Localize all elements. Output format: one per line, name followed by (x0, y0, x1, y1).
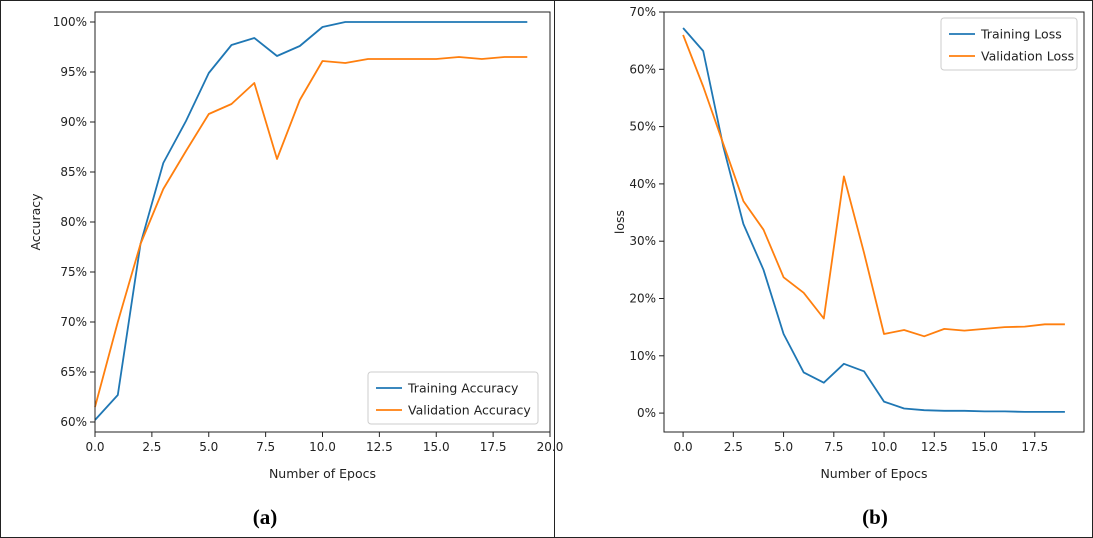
y-tick-label: 20% (629, 291, 656, 305)
y-tick-label: 95% (60, 65, 87, 79)
accuracy-chart: 0.0 2.5 5.0 7.5 10.0 12.5 15.0 17.5 20.0 60% 65% 70… (28, 11, 563, 529)
x-tick-label: 17.5 (480, 440, 507, 454)
x-tick-label: 2.5 (142, 440, 161, 454)
panel-divider (554, 1, 555, 537)
y-tick-label: 60% (629, 62, 656, 76)
y-tick-label: 90% (60, 115, 87, 129)
x-tick-label: 2.5 (724, 440, 743, 454)
panel-label: (a) (253, 505, 278, 529)
x-tick-label: 15.0 (423, 440, 450, 454)
series-line-training-loss (682, 27, 1065, 413)
x-tick-label: 12.5 (921, 440, 948, 454)
series-line-validation-accuracy (94, 56, 528, 408)
x-tick-label: 15.0 (971, 440, 998, 454)
legend-label: Validation Loss (981, 49, 1074, 64)
legend-label: Training Accuracy (407, 381, 519, 396)
panel-label: (b) (862, 505, 888, 529)
y-tick-label: 10% (629, 349, 656, 363)
y-tick-label: 40% (629, 177, 656, 191)
y-tick-label: 75% (60, 265, 87, 279)
y-tick-label: 70% (629, 5, 656, 19)
y-tick-label: 85% (60, 165, 87, 179)
y-tick-label: 60% (60, 415, 87, 429)
legend-box (940, 17, 1078, 71)
y-tick-label: 50% (629, 120, 656, 134)
x-tick-label: 5.0 (774, 440, 793, 454)
x-tick-label: 5.0 (199, 440, 218, 454)
series-line-training-accuracy (94, 21, 528, 421)
y-tick-label: 80% (60, 215, 87, 229)
plot-area-frame (94, 11, 551, 433)
x-tick-label: 12.5 (366, 440, 393, 454)
y-tick-label: 65% (60, 365, 87, 379)
loss-chart: 0.0 2.5 5.0 7.5 10.0 12.5 15.0 17.5 0% 10% 20% 30% 4… (612, 5, 1085, 529)
y-axis-label: loss (612, 210, 627, 234)
legend-box (367, 371, 539, 425)
y-tick-label: 70% (60, 315, 87, 329)
legend-label: Training Loss (980, 27, 1062, 42)
x-axis-label: Number of Epocs (269, 466, 376, 481)
x-tick-label: 7.5 (256, 440, 275, 454)
y-tick-label: 0% (637, 406, 656, 420)
legend-label: Validation Accuracy (408, 403, 531, 418)
y-tick-label: 100% (53, 15, 87, 29)
y-axis-label: Accuracy (28, 193, 43, 251)
x-axis-label: Number of Epocs (820, 466, 927, 481)
x-tick-label: 10.0 (309, 440, 336, 454)
x-tick-label: 0.0 (674, 440, 693, 454)
x-tick-label: 17.5 (1021, 440, 1048, 454)
series-line-validation-loss (682, 34, 1065, 338)
x-tick-label: 0.0 (85, 440, 104, 454)
x-tick-label: 10.0 (871, 440, 898, 454)
plot-area-frame (663, 11, 1085, 433)
x-tick-label: 7.5 (824, 440, 843, 454)
x-tick-label: 20.0 (537, 440, 564, 454)
y-tick-label: 30% (629, 234, 656, 248)
